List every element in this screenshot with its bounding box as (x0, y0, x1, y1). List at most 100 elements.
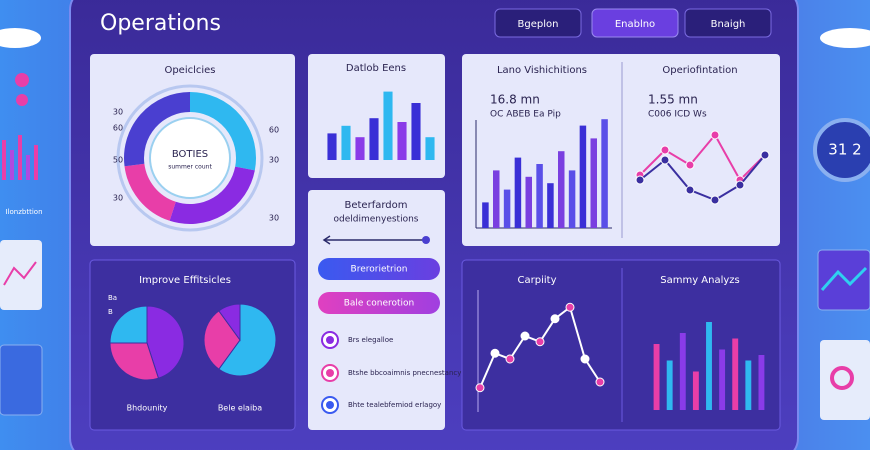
bar (706, 322, 712, 410)
tab-label[interactable]: Bnaigh (711, 19, 746, 30)
panel-subtitle: odeldimenyestions (334, 215, 419, 225)
bar (383, 91, 393, 160)
donut-label: 60 (269, 126, 279, 135)
metric-caption: OC ABEB Ea Pip (490, 110, 561, 120)
point (660, 155, 670, 165)
panel-title: Improve Effitsicles (139, 275, 231, 286)
point (595, 377, 605, 387)
pie-slice (109, 342, 160, 381)
bar (493, 170, 500, 228)
pie-slice (218, 303, 277, 377)
donut-label: 30 (269, 214, 279, 223)
marker-label: Ba (108, 294, 117, 302)
donut-label: 30 (269, 156, 279, 165)
button[interactable] (318, 258, 440, 280)
point (565, 302, 575, 312)
bar (411, 103, 421, 160)
pie-slice (218, 303, 241, 342)
donut-subtitle: summer count (168, 164, 212, 171)
charts: BOTIES summer count 30 60 50 30 60 30 30 Bhdounit… (109, 84, 770, 413)
point (550, 314, 560, 324)
button-label[interactable]: Brerorietrion (351, 265, 408, 275)
tab-button[interactable] (494, 8, 582, 38)
pie-slice (146, 305, 185, 379)
panel-title: Opeiclcies (164, 65, 215, 76)
point (710, 195, 720, 205)
donut-segment (124, 163, 177, 221)
bar (758, 355, 765, 410)
option-label[interactable]: Btshe bbcoaimnis pnecnestancy (348, 369, 461, 377)
bar (536, 164, 543, 228)
bar (732, 338, 739, 410)
bar (666, 360, 673, 410)
button[interactable] (318, 292, 440, 314)
bar (653, 344, 660, 410)
metric: 16.8 mn (490, 93, 540, 107)
option[interactable]: Brs elegalloe (321, 331, 393, 349)
bar (327, 133, 337, 160)
slider-arrow (322, 235, 331, 245)
left-sidebar: Ilonzbttion (0, 28, 43, 416)
pie-label: Bhdounity (127, 404, 168, 413)
bar (579, 125, 587, 228)
panel (461, 259, 781, 431)
donut-center (149, 117, 231, 199)
donut-segment (169, 166, 255, 224)
bar (719, 349, 726, 410)
panel-title: Beterfardom (345, 200, 408, 211)
pie-slice (203, 310, 241, 370)
bar (679, 333, 686, 410)
donut-label: 60 (113, 124, 123, 133)
metric: 1.55 mn (648, 93, 698, 107)
line (639, 133, 766, 182)
donut-title: BOTIES (172, 149, 208, 160)
bar (503, 189, 511, 228)
marker-label: B (108, 308, 113, 316)
donut-segment (189, 92, 256, 171)
point (760, 150, 770, 160)
point (580, 354, 590, 364)
point (685, 160, 695, 170)
panel-title: Sammy Analyzs (660, 275, 740, 286)
page-title: Operations (100, 11, 221, 36)
line (639, 154, 766, 202)
bar (525, 176, 532, 228)
point (685, 185, 695, 195)
option-label[interactable]: Bhte tealebfemiod erlagoy (348, 401, 441, 409)
badge: 31 2 (828, 141, 861, 159)
bar (547, 183, 554, 228)
bar (482, 202, 489, 228)
donut-label: 30 (113, 108, 123, 117)
pie-slice (109, 305, 148, 344)
slider-thumb[interactable] (422, 236, 430, 244)
tab-label[interactable]: Enablno (615, 19, 655, 30)
bar (341, 125, 351, 160)
donut-label: 50 (113, 156, 123, 165)
point (660, 145, 670, 155)
bar (355, 137, 365, 160)
tab-button[interactable] (684, 8, 772, 38)
button-label[interactable]: Bale conerotion (344, 299, 415, 309)
bar (369, 118, 379, 160)
bar (601, 119, 608, 228)
panel-title: Datlob Eens (346, 63, 406, 74)
option[interactable]: Bhte tealebfemiod erlagoy (321, 396, 441, 414)
bar (692, 371, 699, 410)
bar (745, 360, 752, 410)
point (520, 331, 530, 341)
donut-ring (116, 84, 264, 232)
right-sidebar: 31 2 (813, 28, 870, 420)
bar (514, 157, 522, 228)
point (490, 348, 500, 358)
point (710, 130, 720, 140)
option[interactable]: Btshe bbcoaimnis pnecnestancy (321, 364, 461, 382)
panel-title: Operiofintation (662, 65, 737, 76)
bar (568, 170, 576, 228)
tab-label[interactable]: Bgeplon (518, 19, 559, 30)
panel-title: Lano Vishichitions (497, 65, 587, 76)
tab-button[interactable] (591, 8, 679, 38)
bar (425, 137, 435, 160)
point (735, 180, 745, 190)
option-label[interactable]: Brs elegalloe (348, 336, 393, 344)
